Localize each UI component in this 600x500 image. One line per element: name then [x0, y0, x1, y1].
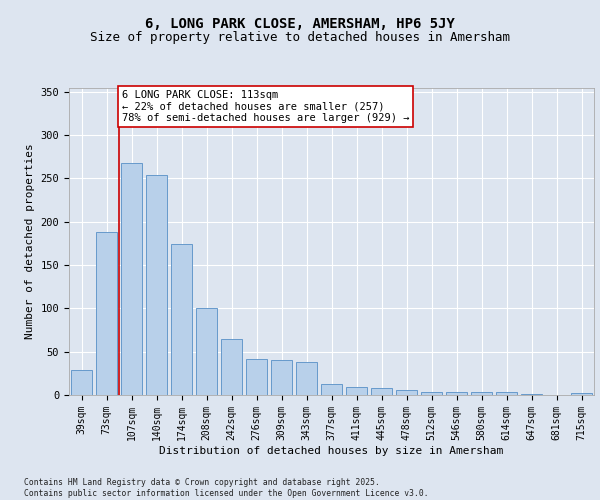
Text: Size of property relative to detached houses in Amersham: Size of property relative to detached ho… — [90, 31, 510, 44]
Bar — [496, 392, 517, 395]
Bar — [171, 244, 192, 395]
Bar — [371, 388, 392, 395]
Text: Contains HM Land Registry data © Crown copyright and database right 2025.
Contai: Contains HM Land Registry data © Crown c… — [24, 478, 428, 498]
Bar — [471, 392, 492, 395]
Bar — [196, 308, 217, 395]
Bar — [96, 232, 117, 395]
Bar — [396, 390, 417, 395]
Bar — [71, 370, 92, 395]
Bar — [421, 392, 442, 395]
Bar — [346, 387, 367, 395]
Bar — [571, 394, 592, 395]
Bar — [296, 362, 317, 395]
Text: 6 LONG PARK CLOSE: 113sqm
← 22% of detached houses are smaller (257)
78% of semi: 6 LONG PARK CLOSE: 113sqm ← 22% of detac… — [121, 90, 409, 124]
Bar — [521, 394, 542, 395]
Bar — [446, 392, 467, 395]
Text: 6, LONG PARK CLOSE, AMERSHAM, HP6 5JY: 6, LONG PARK CLOSE, AMERSHAM, HP6 5JY — [145, 18, 455, 32]
Bar — [221, 338, 242, 395]
X-axis label: Distribution of detached houses by size in Amersham: Distribution of detached houses by size … — [160, 446, 503, 456]
Bar — [246, 358, 267, 395]
Bar — [146, 175, 167, 395]
Bar — [321, 384, 342, 395]
Bar — [121, 163, 142, 395]
Bar — [271, 360, 292, 395]
Y-axis label: Number of detached properties: Number of detached properties — [25, 144, 35, 339]
